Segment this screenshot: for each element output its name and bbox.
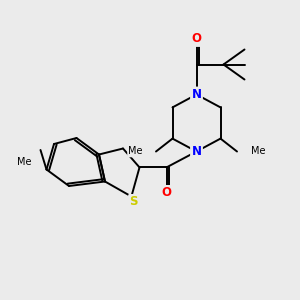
Text: Me: Me <box>250 146 265 157</box>
Text: S: S <box>130 195 138 208</box>
Text: Me: Me <box>128 146 142 157</box>
Text: N: N <box>191 145 202 158</box>
Text: Me: Me <box>17 157 32 167</box>
Text: O: O <box>161 186 172 200</box>
Text: N: N <box>191 88 202 101</box>
Text: O: O <box>191 32 202 46</box>
